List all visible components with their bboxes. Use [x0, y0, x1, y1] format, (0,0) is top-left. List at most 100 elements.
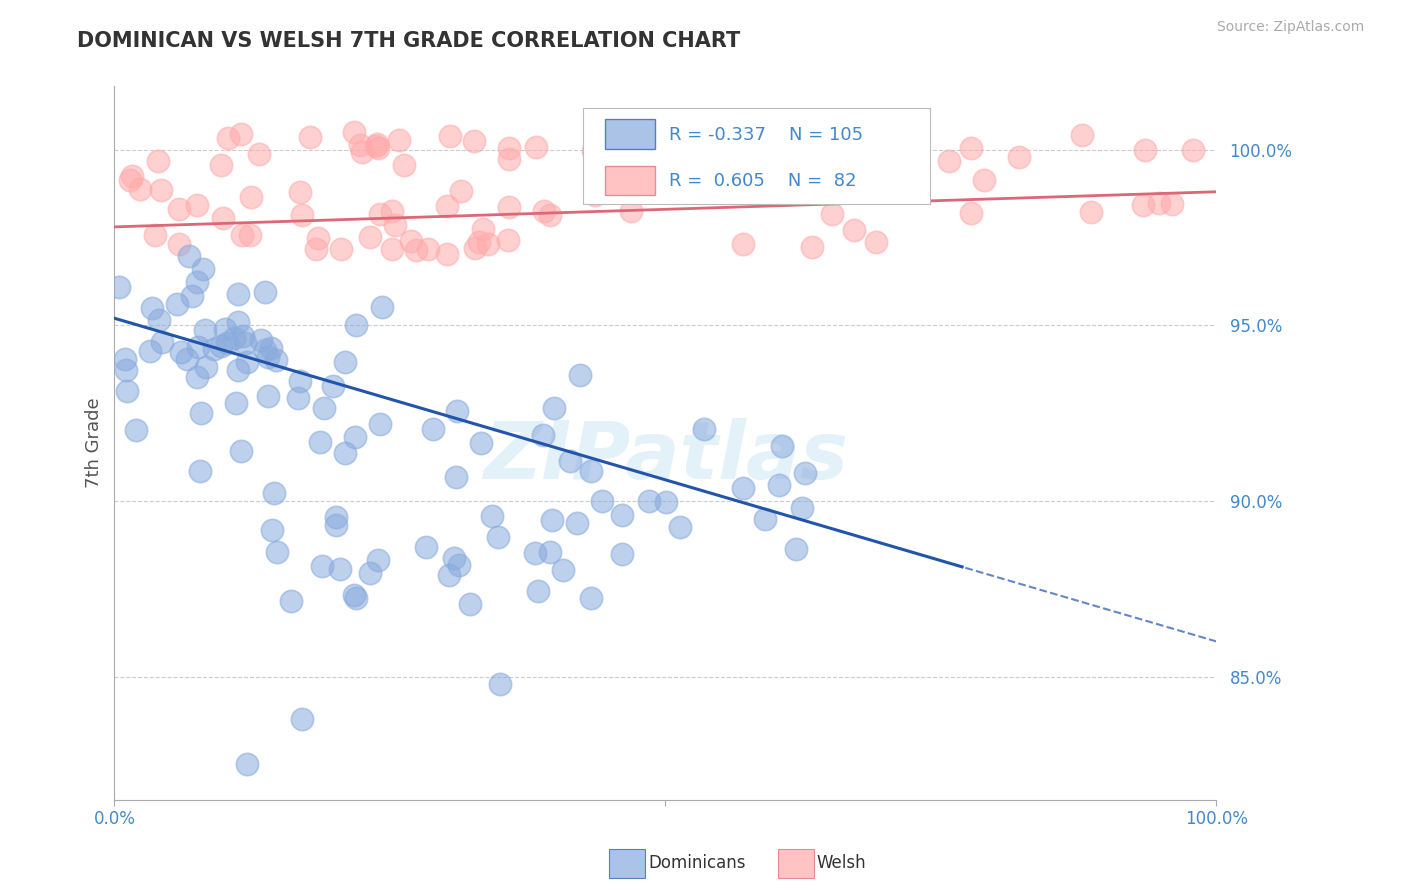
Point: [638, 493, 661, 508]
Point: [381, 203, 404, 218]
Point: [179, 248, 201, 262]
Point: [186, 370, 208, 384]
Point: [325, 510, 347, 524]
Point: [538, 208, 561, 222]
Point: [226, 362, 249, 376]
Point: [388, 133, 411, 147]
Point: [938, 153, 960, 168]
Point: [477, 236, 499, 251]
Point: [1149, 195, 1171, 210]
Point: [620, 203, 643, 218]
Point: [371, 300, 394, 314]
Point: [450, 184, 472, 198]
Point: [149, 183, 172, 197]
Point: [496, 234, 519, 248]
Point: [960, 141, 983, 155]
Point: [190, 406, 212, 420]
Point: [367, 141, 389, 155]
Point: [533, 203, 555, 218]
Point: [543, 401, 565, 415]
Point: [367, 553, 389, 567]
Point: [322, 379, 344, 393]
FancyBboxPatch shape: [605, 120, 655, 149]
Point: [236, 355, 259, 369]
Point: [167, 202, 190, 217]
Point: [565, 516, 588, 530]
Point: [693, 422, 716, 436]
Point: [309, 434, 332, 449]
Text: R = -0.337    N = 105: R = -0.337 N = 105: [669, 126, 863, 144]
Point: [215, 336, 238, 351]
Text: R =  0.605    N =  82: R = 0.605 N = 82: [669, 172, 856, 190]
Point: [768, 478, 790, 492]
Point: [118, 173, 141, 187]
Point: [263, 486, 285, 500]
Point: [794, 467, 817, 481]
Point: [240, 190, 263, 204]
Point: [498, 153, 520, 167]
Text: Welsh: Welsh: [817, 855, 866, 872]
Point: [399, 234, 422, 248]
Point: [405, 243, 427, 257]
Point: [498, 200, 520, 214]
Point: [1161, 197, 1184, 211]
Point: [437, 568, 460, 582]
Point: [233, 335, 256, 350]
Point: [115, 363, 138, 377]
Point: [973, 172, 995, 186]
Point: [821, 206, 844, 220]
Point: [531, 428, 554, 442]
Point: [731, 236, 754, 251]
Point: [194, 323, 217, 337]
Point: [247, 146, 270, 161]
Point: [538, 544, 561, 558]
Point: [527, 583, 550, 598]
Point: [626, 169, 648, 184]
Point: [305, 242, 328, 256]
Point: [366, 137, 388, 152]
Point: [349, 138, 371, 153]
Point: [392, 158, 415, 172]
FancyBboxPatch shape: [582, 108, 929, 204]
Point: [1132, 197, 1154, 211]
Point: [689, 168, 711, 182]
Point: [187, 340, 209, 354]
Point: [800, 240, 823, 254]
Point: [231, 127, 253, 141]
Point: [468, 235, 491, 249]
Point: [558, 454, 581, 468]
Point: [1071, 128, 1094, 143]
Point: [446, 404, 468, 418]
Point: [260, 341, 283, 355]
Point: [212, 211, 235, 226]
Point: [195, 359, 218, 374]
Point: [325, 517, 347, 532]
Point: [489, 676, 512, 690]
Point: [125, 423, 148, 437]
Point: [443, 550, 465, 565]
Point: [307, 231, 329, 245]
Text: DOMINICAN VS WELSH 7TH GRADE CORRELATION CHART: DOMINICAN VS WELSH 7TH GRADE CORRELATION…: [77, 31, 741, 51]
Point: [166, 296, 188, 310]
Point: [418, 242, 440, 256]
Point: [738, 154, 761, 169]
Point: [121, 169, 143, 183]
Point: [612, 508, 634, 522]
Point: [333, 355, 356, 369]
Text: Source: ZipAtlas.com: Source: ZipAtlas.com: [1216, 20, 1364, 34]
Point: [610, 547, 633, 561]
Point: [583, 188, 606, 202]
Point: [186, 275, 208, 289]
Point: [180, 289, 202, 303]
Point: [458, 597, 481, 611]
Point: [235, 757, 257, 772]
Point: [260, 523, 283, 537]
Point: [311, 558, 333, 573]
Point: [344, 591, 367, 605]
Point: [655, 494, 678, 508]
Point: [785, 541, 807, 556]
Point: [167, 236, 190, 251]
Point: [415, 540, 437, 554]
Point: [471, 221, 494, 235]
Point: [470, 435, 492, 450]
